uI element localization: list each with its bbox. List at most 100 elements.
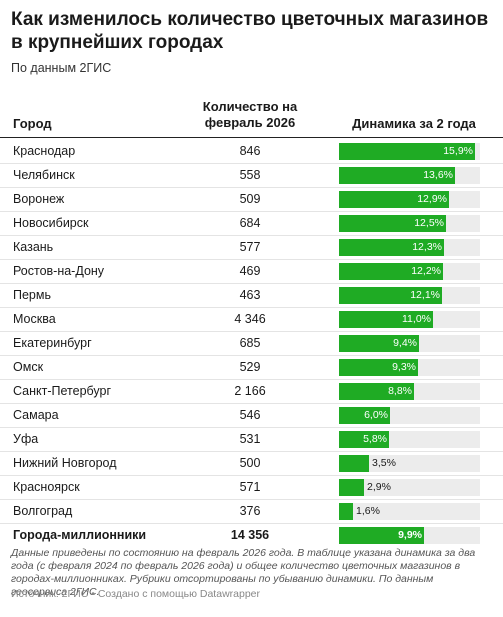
dynamic-bar (339, 503, 353, 520)
city-name: Екатеринбург (13, 336, 92, 350)
dynamic-value-label: 12,5% (414, 217, 444, 229)
city-name: Омск (13, 360, 44, 374)
column-header-city: Город (13, 116, 52, 131)
table-row: Самара 546 6,0% (0, 404, 503, 428)
dynamic-bar (339, 407, 390, 424)
bar-track: 12,2% (339, 263, 480, 280)
dynamic-bar (339, 359, 418, 376)
table-row: Москва 4 346 11,0% (0, 308, 503, 332)
city-name: Города-миллионники (13, 528, 147, 542)
dynamic-value-label: 12,3% (412, 241, 442, 253)
dynamic-bar (339, 287, 442, 304)
dynamic-value-label: 13,6% (423, 169, 453, 181)
city-name: Пермь (13, 288, 51, 302)
dynamic-bar (339, 191, 449, 208)
table-row: Пермь 463 12,1% (0, 284, 503, 308)
bar-track: 3,5% (339, 455, 480, 472)
store-count: 509 (239, 192, 261, 206)
bar-track: 8,8% (339, 383, 480, 400)
table-total-row: Города-миллионники 14 356 9,9% (0, 524, 503, 547)
bar-track: 9,4% (339, 335, 480, 352)
dynamic-value-label: 12,2% (411, 265, 441, 277)
city-name: Ростов-на-Дону (13, 264, 105, 278)
store-count: 846 (239, 144, 261, 158)
dynamic-bar (339, 167, 455, 184)
chart-notes: Данные приведены по состоянию на февраль… (11, 547, 476, 598)
store-count: 531 (239, 432, 261, 446)
bar-track: 6,0% (339, 407, 480, 424)
store-count: 463 (239, 288, 261, 302)
chart-title: Как изменилось количество цветочных мага… (11, 9, 489, 53)
dynamic-value-label: 3,5% (372, 457, 396, 469)
store-count: 529 (239, 360, 261, 374)
city-name: Москва (13, 312, 56, 326)
dynamic-value-label: 1,6% (356, 505, 380, 517)
chart-source: Источник: 2ГИС • Создано с помощью Dataw… (11, 588, 261, 600)
store-count: 577 (239, 240, 261, 254)
dynamic-bar (339, 431, 389, 448)
dynamic-bar (339, 383, 414, 400)
bar-track: 9,9% (339, 527, 480, 544)
dynamic-bar (339, 455, 369, 472)
city-name: Уфа (13, 432, 39, 446)
bar-track: 11,0% (339, 311, 480, 328)
city-name: Краснодар (13, 144, 76, 158)
bar-track: 12,3% (339, 239, 480, 256)
city-name: Самара (13, 408, 59, 422)
table-row: Санкт-Петербург 2 166 8,8% (0, 380, 503, 404)
store-count: 500 (239, 456, 261, 470)
dynamic-bar (339, 143, 475, 160)
table-row: Новосибирск 684 12,5% (0, 212, 503, 236)
bar-track: 9,3% (339, 359, 480, 376)
bar-track: 5,8% (339, 431, 480, 448)
chart-subtitle: По данным 2ГИС (11, 61, 112, 75)
dynamic-value-label: 12,9% (417, 193, 447, 205)
store-count: 685 (239, 336, 261, 350)
table-row: Краснодар 846 15,9% (0, 140, 503, 164)
bar-track: 15,9% (339, 143, 480, 160)
column-header-count: Количество на февраль 2026 (202, 99, 298, 130)
store-count: 2 166 (234, 384, 266, 398)
store-count: 684 (239, 216, 261, 230)
city-name: Новосибирск (13, 216, 89, 230)
dynamic-value-label: 9,4% (393, 337, 417, 349)
store-count: 14 356 (230, 528, 270, 542)
city-name: Челябинск (13, 168, 75, 182)
store-count: 376 (239, 504, 261, 518)
city-name: Красноярск (13, 480, 80, 494)
table-row: Воронеж 509 12,9% (0, 188, 503, 212)
dynamic-bar (339, 335, 419, 352)
city-name: Нижний Новгород (13, 456, 117, 470)
table-row: Челябинск 558 13,6% (0, 164, 503, 188)
store-count: 558 (239, 168, 261, 182)
table-row: Красноярск 571 2,9% (0, 476, 503, 500)
dynamic-bar (339, 215, 446, 232)
table-row: Екатеринбург 685 9,4% (0, 332, 503, 356)
bar-track: 12,5% (339, 215, 480, 232)
bar-track: 12,9% (339, 191, 480, 208)
table-row: Нижний Новгород 500 3,5% (0, 452, 503, 476)
table-row: Ростов-на-Дону 469 12,2% (0, 260, 503, 284)
table-row: Уфа 531 5,8% (0, 428, 503, 452)
dynamic-bar (339, 239, 444, 256)
dynamic-value-label: 15,9% (443, 145, 473, 157)
dynamic-bar (339, 479, 364, 496)
dynamic-bar (339, 527, 424, 544)
dynamic-value-label: 11,0% (402, 313, 431, 325)
dynamic-value-label: 6,0% (364, 409, 388, 421)
city-name: Волгоград (13, 504, 73, 518)
dynamic-value-label: 12,1% (410, 289, 440, 301)
city-name: Санкт-Петербург (13, 384, 112, 398)
dynamic-value-label: 9,9% (398, 529, 422, 541)
table-row: Казань 577 12,3% (0, 236, 503, 260)
city-name: Воронеж (13, 192, 65, 206)
store-count: 469 (239, 264, 261, 278)
dynamic-value-label: 5,8% (363, 433, 387, 445)
dynamic-value-label: 2,9% (367, 481, 391, 493)
column-header-dynamic: Динамика за 2 года (352, 116, 476, 131)
store-count: 571 (239, 480, 261, 494)
dynamic-value-label: 9,3% (392, 361, 416, 373)
city-name: Казань (13, 240, 54, 254)
bar-track: 12,1% (339, 287, 480, 304)
